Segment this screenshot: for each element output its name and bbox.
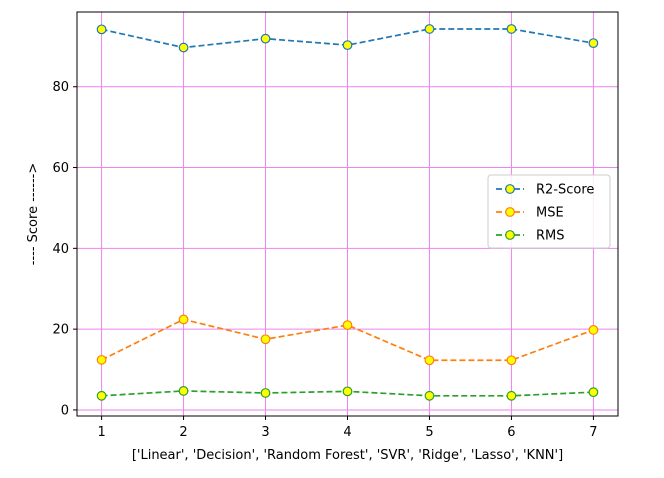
- y-axis-label: ---- Score ------>: [26, 163, 41, 265]
- legend-box: [487, 174, 611, 249]
- x-tick-label: 7: [589, 425, 597, 440]
- data-point-r2-score: [260, 33, 271, 44]
- legend-swatch-marker: [505, 230, 515, 240]
- legend-swatch-marker: [505, 207, 515, 217]
- data-point-mse: [342, 320, 353, 331]
- series-lines: [96, 24, 599, 401]
- x-tick-label: 6: [507, 425, 515, 440]
- data-point-rms: [178, 386, 189, 396]
- legend-label: R2-Score: [536, 183, 594, 198]
- data-point-mse: [178, 314, 189, 325]
- x-tick-label: 1: [97, 425, 105, 440]
- x-tick-label: 3: [261, 425, 269, 440]
- data-point-mse: [506, 355, 517, 366]
- data-point-r2-score: [178, 42, 189, 53]
- x-tick-label: 5: [425, 425, 433, 440]
- data-point-r2-score: [96, 24, 107, 35]
- y-tick-label: 80: [52, 80, 69, 95]
- y-tick-label: 40: [52, 242, 69, 257]
- x-axis-label: ['Linear', 'Decision', 'Random Forest', …: [132, 448, 563, 463]
- data-point-rms: [506, 390, 517, 401]
- data-point-rms: [424, 390, 435, 401]
- data-point-mse: [96, 354, 107, 365]
- x-tick-label: 4: [343, 425, 351, 440]
- y-tick-label: 20: [52, 323, 69, 338]
- data-point-mse: [588, 325, 599, 335]
- y-tick-label: 0: [61, 403, 69, 418]
- legend-label: MSE: [536, 206, 564, 221]
- data-point-mse: [260, 334, 271, 345]
- data-point-rms: [588, 387, 599, 398]
- data-point-r2-score: [506, 24, 517, 34]
- ticks: 1 2 3 4 5 6 7 0 20 40 60 80: [52, 80, 597, 440]
- legend-swatch-marker: [505, 184, 515, 194]
- data-point-mse: [424, 355, 435, 366]
- legend: R2-Score MSE RMS: [487, 174, 611, 249]
- legend-label: RMS: [536, 229, 565, 244]
- x-tick-label: 2: [179, 425, 187, 440]
- y-tick-label: 60: [52, 161, 69, 176]
- data-point-rms: [96, 390, 107, 401]
- data-point-r2-score: [588, 38, 599, 49]
- data-point-rms: [342, 386, 353, 397]
- data-point-rms: [260, 388, 271, 398]
- data-point-r2-score: [342, 40, 353, 51]
- data-point-r2-score: [424, 24, 435, 34]
